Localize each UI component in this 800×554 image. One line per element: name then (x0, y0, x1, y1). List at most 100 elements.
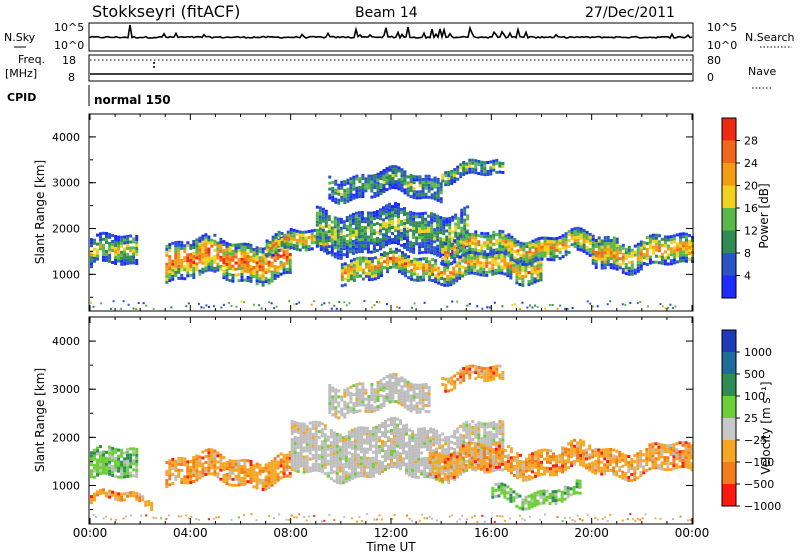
heatmap-cell (379, 244, 382, 248)
heatmap-cell (362, 459, 366, 463)
heatmap-cell (648, 255, 652, 259)
heatmap-cell (302, 428, 306, 432)
heatmap-cell (135, 244, 139, 247)
heatmap-cell (411, 306, 414, 309)
heatmap-cell (324, 248, 328, 252)
heatmap-cell (412, 232, 416, 236)
heatmap-cell (528, 250, 532, 254)
heatmap-cell (132, 252, 136, 256)
heatmap-cell (412, 190, 416, 194)
heatmap-cell (168, 477, 172, 481)
heatmap-cell (543, 245, 547, 249)
heatmap-cell (672, 237, 676, 241)
heatmap-cell (338, 457, 342, 461)
heatmap-cell (117, 241, 121, 245)
heatmap-cell (93, 454, 96, 458)
heatmap-cell (500, 453, 504, 457)
heatmap-cell (460, 211, 464, 215)
heatmap-cell (93, 253, 96, 257)
heatmap-cell (440, 453, 444, 457)
heatmap-cell (311, 456, 315, 460)
heatmap-cell (441, 262, 445, 266)
heatmap-cell (331, 401, 335, 405)
heatmap-cell (395, 265, 398, 269)
heatmap-cell (261, 488, 265, 491)
heatmap-cell (99, 235, 102, 239)
heatmap-cell (346, 193, 350, 197)
heatmap-cell (243, 242, 247, 246)
heatmap-cell (489, 169, 493, 173)
heatmap-cell (663, 244, 667, 248)
heatmap-cell (192, 267, 196, 270)
heatmap-cell (500, 268, 504, 272)
heatmap-cell (492, 436, 496, 439)
heatmap-cell (192, 273, 196, 276)
heatmap-cell (204, 460, 208, 464)
heatmap-cell (430, 221, 434, 225)
heatmap-cell (476, 269, 480, 273)
heatmap-cell (351, 245, 355, 249)
heatmap-cell (338, 469, 342, 473)
heatmap-cell (421, 383, 425, 387)
heatmap-cell (111, 473, 115, 477)
heatmap-cell (378, 448, 381, 452)
heatmap-cell (197, 302, 200, 305)
heatmap-cell (420, 460, 424, 464)
heatmap-cell (479, 464, 483, 468)
heatmap-cell (356, 444, 360, 448)
heatmap-cell (126, 234, 130, 238)
heatmap-cell (135, 253, 139, 256)
heatmap-cell (393, 461, 396, 465)
heatmap-cell (500, 450, 504, 454)
heatmap-cell (504, 249, 508, 253)
heatmap-cell (594, 266, 598, 269)
heatmap-cell (375, 213, 379, 216)
heatmap-cell (489, 243, 493, 247)
heatmap-cell (474, 162, 478, 166)
heatmap-cell (261, 271, 265, 275)
heatmap-cell (594, 260, 598, 263)
heatmap-cell (453, 447, 457, 451)
heatmap-cell (219, 456, 223, 460)
heatmap-cell (360, 214, 364, 217)
heatmap-cell (358, 394, 362, 398)
heatmap-cell (258, 304, 261, 307)
heatmap-cell (180, 273, 184, 277)
heatmap-cell (246, 261, 250, 264)
heatmap-cell (189, 466, 193, 469)
heatmap-cell (267, 474, 271, 477)
heatmap-cell (603, 254, 607, 258)
heatmap-cell (358, 189, 362, 193)
heatmap-cell (270, 249, 274, 253)
heatmap-cell (341, 469, 345, 473)
heatmap-cell (364, 409, 368, 413)
heatmap-cell (222, 243, 226, 247)
heatmap-cell (370, 183, 374, 187)
heatmap-cell (600, 239, 604, 243)
heatmap-cell (195, 478, 199, 482)
heatmap-cell (486, 431, 490, 435)
heatmap-cell (279, 245, 283, 249)
heatmap-cell (204, 269, 208, 273)
heatmap-cell (293, 469, 297, 472)
heatmap-cell (456, 254, 460, 258)
heatmap-cell (373, 256, 377, 260)
heatmap-cell (501, 245, 505, 249)
heatmap-cell (246, 279, 250, 282)
heatmap-cell (327, 233, 331, 237)
heatmap-cell (470, 256, 474, 260)
heatmap-cell (576, 244, 580, 248)
heatmap-cell (443, 280, 447, 284)
heatmap-cell (468, 429, 472, 433)
heatmap-cell (382, 175, 386, 178)
heatmap-cell (337, 395, 341, 399)
heatmap-cell (329, 447, 333, 451)
heatmap-cell (494, 256, 498, 260)
heatmap-cell (243, 245, 247, 249)
heatmap-cell (458, 276, 462, 280)
heatmap-cell (405, 450, 408, 454)
heatmap-cell (437, 473, 441, 477)
heatmap-cell (292, 228, 296, 232)
heatmap-cell (506, 462, 510, 466)
heatmap-cell (177, 243, 181, 247)
